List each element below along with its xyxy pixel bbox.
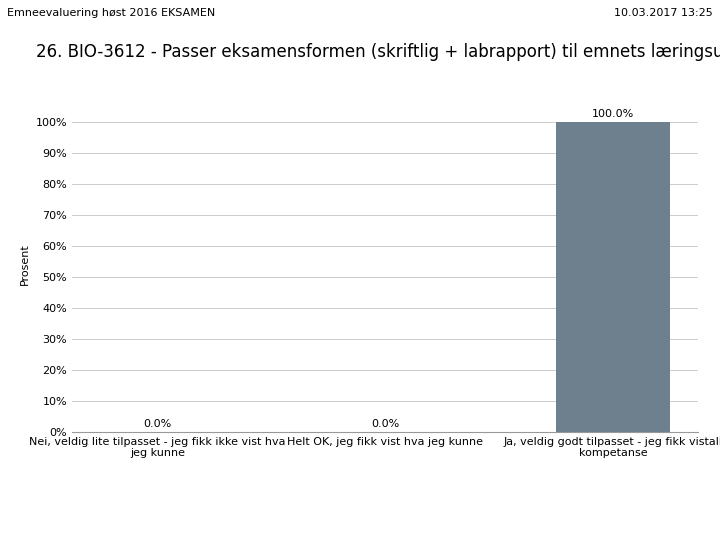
Y-axis label: Prosent: Prosent: [20, 244, 30, 286]
Text: 0.0%: 0.0%: [143, 419, 171, 429]
Text: Emneevaluering høst 2016 EKSAMEN: Emneevaluering høst 2016 EKSAMEN: [7, 8, 215, 18]
Text: 0.0%: 0.0%: [371, 419, 400, 429]
Text: 10.03.2017 13:25: 10.03.2017 13:25: [614, 8, 713, 18]
Text: 26. BIO-3612 - Passer eksamensformen (skriftlig + labrapport) til emnets lærings: 26. BIO-3612 - Passer eksamensformen (sk…: [36, 43, 720, 61]
Bar: [556, 122, 670, 432]
Text: 100.0%: 100.0%: [592, 109, 634, 119]
